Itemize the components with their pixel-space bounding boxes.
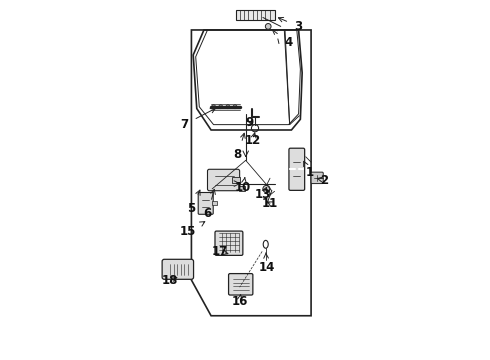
Bar [239, 186, 245, 191]
Circle shape [233, 105, 237, 109]
FancyBboxPatch shape [289, 148, 305, 190]
Text: 7: 7 [180, 108, 215, 131]
Text: 17: 17 [212, 245, 228, 258]
FancyBboxPatch shape [207, 169, 240, 191]
Circle shape [212, 105, 216, 109]
Text: 6: 6 [203, 189, 215, 220]
Text: 13: 13 [255, 188, 271, 201]
FancyBboxPatch shape [198, 193, 213, 214]
FancyBboxPatch shape [311, 172, 323, 184]
Text: 9: 9 [245, 116, 253, 129]
Text: 1: 1 [304, 161, 314, 179]
FancyBboxPatch shape [162, 259, 194, 279]
FancyBboxPatch shape [228, 274, 253, 295]
Text: 18: 18 [162, 274, 178, 287]
Text: 12: 12 [245, 133, 261, 147]
Text: 10: 10 [235, 178, 251, 194]
Bar [232, 177, 241, 183]
Text: 3: 3 [278, 17, 303, 33]
Circle shape [266, 23, 271, 29]
Circle shape [219, 105, 222, 109]
Text: 15: 15 [180, 222, 205, 238]
Bar [212, 201, 218, 205]
Text: 8: 8 [234, 133, 245, 162]
FancyBboxPatch shape [215, 231, 243, 255]
Text: 14: 14 [258, 253, 274, 274]
Text: 11: 11 [262, 197, 278, 210]
Bar [236, 10, 275, 20]
Text: 2: 2 [317, 174, 328, 186]
Circle shape [226, 105, 230, 109]
Circle shape [263, 185, 270, 193]
Text: 4: 4 [272, 30, 293, 49]
Text: 5: 5 [187, 190, 200, 215]
Text: 16: 16 [231, 295, 248, 308]
